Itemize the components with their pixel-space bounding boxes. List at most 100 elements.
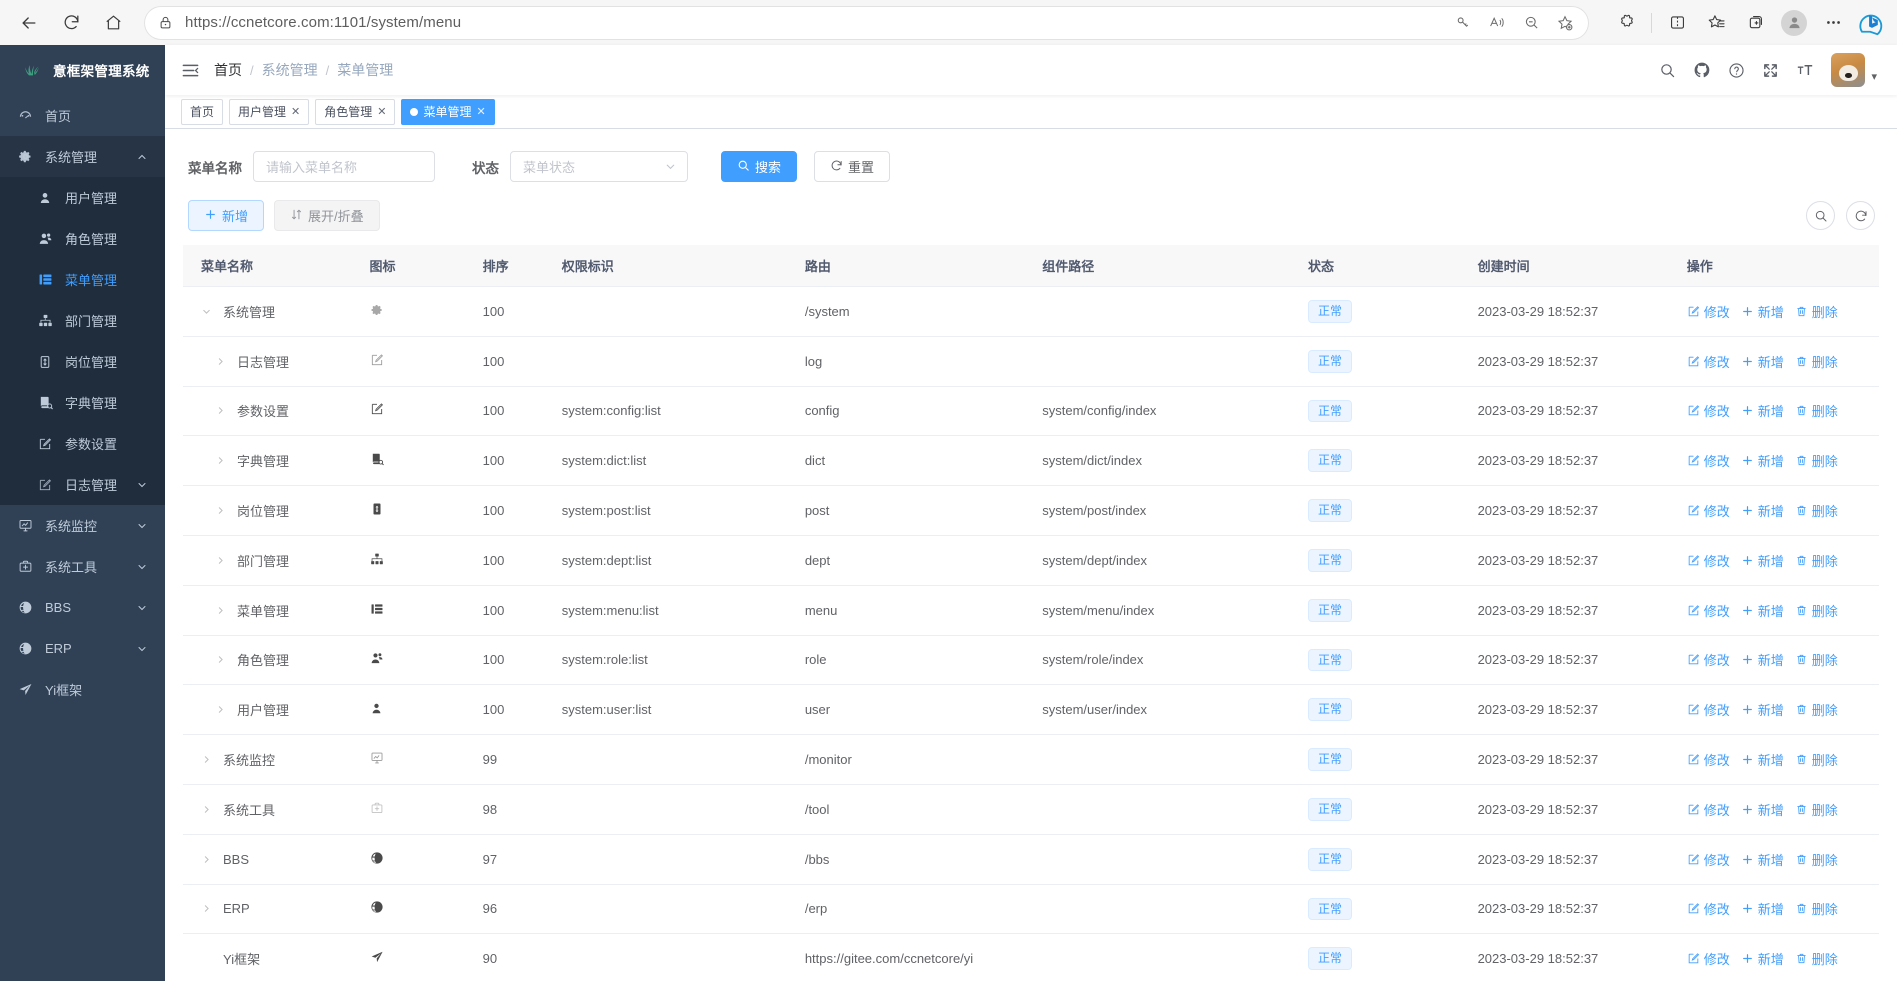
- sidebar-item-menu-mgmt[interactable]: 菜单管理: [0, 259, 165, 300]
- expand-toggle-icon[interactable]: [215, 605, 232, 616]
- reset-button[interactable]: 重置: [814, 151, 891, 182]
- table-row[interactable]: 部门管理 100 system:dept:list dept system/dept/i…: [183, 535, 1879, 586]
- delete-action[interactable]: 删除: [1795, 501, 1838, 520]
- copilot-icon[interactable]: [1857, 8, 1887, 38]
- table-row[interactable]: 岗位管理 100 system:post:list post system/post/i…: [183, 485, 1879, 536]
- delete-action[interactable]: 删除: [1795, 451, 1838, 470]
- sidebar-item-role-mgmt[interactable]: 角色管理: [0, 218, 165, 259]
- edit-action[interactable]: 修改: [1687, 850, 1730, 869]
- edit-action[interactable]: 修改: [1687, 501, 1730, 520]
- key-icon[interactable]: [1447, 8, 1479, 38]
- add-action[interactable]: 新增: [1741, 551, 1784, 570]
- delete-action[interactable]: 删除: [1795, 700, 1838, 719]
- delete-action[interactable]: 删除: [1795, 850, 1838, 869]
- table-row[interactable]: BBS 97/bbs 正常 2023-03-29 18:52:37 修改 新增 删除: [183, 834, 1879, 885]
- add-action[interactable]: 新增: [1741, 800, 1784, 819]
- add-action[interactable]: 新增: [1741, 700, 1784, 719]
- sidebar-item-home[interactable]: 首页: [0, 95, 165, 136]
- add-action[interactable]: 新增: [1741, 750, 1784, 769]
- hamburger-icon[interactable]: [165, 61, 214, 80]
- expand-toggle-icon[interactable]: [215, 356, 232, 367]
- close-icon[interactable]: ✕: [476, 106, 486, 118]
- add-action[interactable]: 新增: [1741, 501, 1784, 520]
- edit-action[interactable]: 修改: [1687, 899, 1730, 918]
- more-icon[interactable]: [1814, 6, 1852, 40]
- edit-action[interactable]: 修改: [1687, 650, 1730, 669]
- menu-name-input[interactable]: 请输入菜单名称: [253, 151, 435, 182]
- edit-action[interactable]: 修改: [1687, 800, 1730, 819]
- delete-action[interactable]: 删除: [1795, 750, 1838, 769]
- add-action[interactable]: 新增: [1741, 352, 1784, 371]
- back-arrow-icon[interactable]: [10, 6, 48, 40]
- fullscreen-icon[interactable]: [1762, 62, 1779, 79]
- add-action[interactable]: 新增: [1741, 401, 1784, 420]
- sidebar-logo[interactable]: 意框架管理系统: [0, 45, 165, 95]
- chevron-down-icon[interactable]: ▾: [1871, 71, 1877, 83]
- delete-action[interactable]: 删除: [1795, 601, 1838, 620]
- expand-toggle-icon[interactable]: [215, 555, 232, 566]
- edit-action[interactable]: 修改: [1687, 601, 1730, 620]
- add-favorite-icon[interactable]: [1549, 8, 1581, 38]
- table-row[interactable]: 系统工具 98/tool 正常 2023-03-29 18:52:37 修改 新增 删除: [183, 784, 1879, 835]
- extensions-icon[interactable]: [1607, 6, 1645, 40]
- expand-toggle-icon[interactable]: [215, 654, 232, 665]
- expand-toggle-icon[interactable]: [201, 903, 218, 914]
- font-size-icon[interactable]: [1796, 61, 1814, 79]
- sidebar-item-monitor[interactable]: 系统监控: [0, 505, 165, 546]
- expand-toggle-icon[interactable]: [215, 704, 232, 715]
- expand-toggle-icon[interactable]: [215, 505, 232, 516]
- edit-action[interactable]: 修改: [1687, 401, 1730, 420]
- add-action[interactable]: 新增: [1741, 899, 1784, 918]
- edit-action[interactable]: 修改: [1687, 302, 1730, 321]
- profile-icon[interactable]: [1775, 6, 1813, 40]
- delete-action[interactable]: 删除: [1795, 551, 1838, 570]
- github-icon[interactable]: [1693, 61, 1711, 79]
- zoom-out-icon[interactable]: [1515, 8, 1547, 38]
- table-refresh-icon[interactable]: [1846, 201, 1875, 230]
- help-icon[interactable]: [1728, 62, 1745, 79]
- delete-action[interactable]: 删除: [1795, 302, 1838, 321]
- sidebar-item-yi-framework[interactable]: Yi框架: [0, 669, 165, 710]
- add-action[interactable]: 新增: [1741, 601, 1784, 620]
- edit-action[interactable]: 修改: [1687, 700, 1730, 719]
- delete-action[interactable]: 删除: [1795, 401, 1838, 420]
- breadcrumb-item-home[interactable]: 首页: [214, 62, 242, 78]
- sidebar-item-user-mgmt[interactable]: 用户管理: [0, 177, 165, 218]
- search-icon[interactable]: [1659, 62, 1676, 79]
- sidebar-item-config[interactable]: 参数设置: [0, 423, 165, 464]
- delete-action[interactable]: 删除: [1795, 899, 1838, 918]
- expand-toggle-icon[interactable]: [201, 804, 218, 815]
- edit-action[interactable]: 修改: [1687, 949, 1730, 968]
- table-row[interactable]: 用户管理 100 system:user:list user system/user/i…: [183, 684, 1879, 736]
- status-select[interactable]: 菜单状态: [510, 151, 688, 182]
- table-row[interactable]: 参数设置 100 system:config:list config system/co…: [183, 386, 1879, 437]
- add-action[interactable]: 新增: [1741, 302, 1784, 321]
- expand-toggle-icon[interactable]: [201, 306, 218, 317]
- table-row[interactable]: 日志管理 100 log 正常 2023-03-29 18:52:37 修改 新增 删除: [183, 336, 1879, 387]
- collections-icon[interactable]: [1736, 6, 1774, 40]
- expand-toggle-icon[interactable]: [215, 455, 232, 466]
- tag-menu-mgmt[interactable]: 菜单管理 ✕: [401, 98, 495, 125]
- edit-action[interactable]: 修改: [1687, 451, 1730, 470]
- sidebar-item-system[interactable]: 系统管理: [0, 136, 165, 177]
- sidebar-item-dict-mgmt[interactable]: 字典管理: [0, 382, 165, 423]
- table-row[interactable]: 系统管理 100/system 正常 2023-03-29 18:52:37 修改 新增 删…: [183, 286, 1879, 337]
- reload-icon[interactable]: [52, 6, 90, 40]
- split-screen-icon[interactable]: [1658, 6, 1696, 40]
- add-action[interactable]: 新增: [1741, 650, 1784, 669]
- sidebar-item-bbs[interactable]: BBS: [0, 587, 165, 628]
- sidebar-item-tools[interactable]: 系统工具: [0, 546, 165, 587]
- add-action[interactable]: 新增: [1741, 850, 1784, 869]
- close-icon[interactable]: ✕: [377, 106, 387, 118]
- table-row[interactable]: ERP 96/erp 正常 2023-03-29 18:52:37 修改 新增 删除: [183, 884, 1879, 935]
- edit-action[interactable]: 修改: [1687, 352, 1730, 371]
- expand-toggle-icon[interactable]: [201, 854, 218, 865]
- sidebar-item-dept-mgmt[interactable]: 部门管理: [0, 300, 165, 341]
- expand-toggle-icon[interactable]: [215, 405, 232, 416]
- tag-home[interactable]: 首页: [181, 98, 224, 125]
- add-action[interactable]: 新增: [1741, 451, 1784, 470]
- table-row[interactable]: 字典管理 100 system:dict:list dict system/dict/i…: [183, 435, 1879, 487]
- table-row[interactable]: 系统监控 99/monitor 正常 2023-03-29 18:52:37 修改 新增 删…: [183, 734, 1879, 785]
- close-icon[interactable]: ✕: [291, 106, 301, 118]
- breadcrumb-item-system[interactable]: 系统管理: [261, 62, 318, 78]
